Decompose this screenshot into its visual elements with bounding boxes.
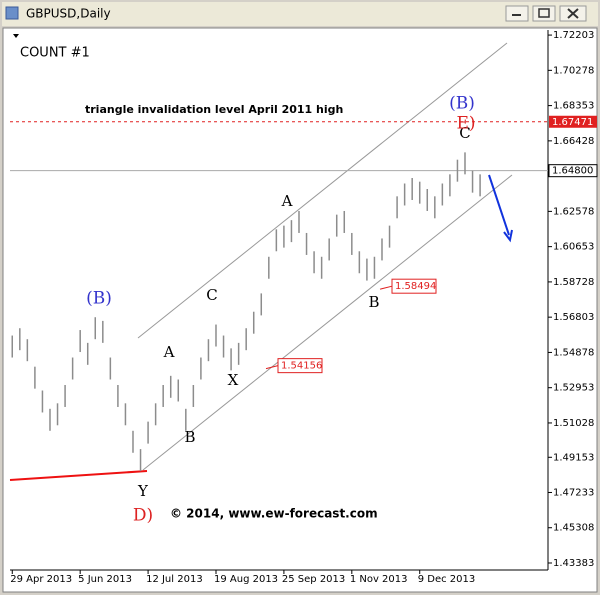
y-tick-label: 1.47233 <box>553 487 594 498</box>
x-tick-label: 1 Nov 2013 <box>350 574 408 585</box>
y-tick-label: 1.68353 <box>553 101 594 112</box>
annotation: triangle invalidation level April 2011 h… <box>85 103 343 116</box>
y-tick-label: 1.58728 <box>553 277 594 288</box>
wave-label: (B) <box>449 94 475 114</box>
wave-label: X <box>228 371 239 389</box>
price-box-leader <box>265 365 279 370</box>
y-tick-label: 1.62578 <box>553 206 594 217</box>
channel-upper <box>137 42 508 339</box>
y-tick-label: 1.51028 <box>553 418 594 429</box>
arrow-head <box>503 229 513 243</box>
y-tick-label: 1.54878 <box>553 347 594 358</box>
support-line <box>9 470 148 481</box>
title-bar <box>2 2 598 26</box>
y-tick-label: 1.60653 <box>553 242 594 253</box>
chart-title: COUNT #1 <box>20 46 90 61</box>
x-tick-label: 12 Jul 2013 <box>146 574 203 585</box>
forecast-arrow <box>488 174 510 236</box>
price-box-label: 1.54156 <box>281 361 322 372</box>
menu-triangle <box>13 34 19 38</box>
plot: 1.72203 1.70278 1.68353 1.66428 1.62578 1.606… <box>10 30 598 585</box>
wave-label: A <box>163 343 175 361</box>
y-tick-label: 1.52953 <box>553 383 594 394</box>
price-box-leader <box>379 285 393 290</box>
x-tick-label: 19 Aug 2013 <box>214 574 278 585</box>
y-tick-label: 1.45308 <box>553 523 594 534</box>
y-tick-label: 1.43383 <box>553 558 594 569</box>
price-box-label: 1.58494 <box>395 281 436 292</box>
y-tick-label: 1.49153 <box>553 452 594 463</box>
y-tick-label: 1.70278 <box>553 65 594 76</box>
x-tick-label: 9 Dec 2013 <box>418 574 476 585</box>
current-price-label: 1.64800 <box>552 166 593 177</box>
y-tick-label: 1.66428 <box>553 136 594 147</box>
maximize-glyph <box>538 8 550 18</box>
wave-label: D) <box>133 506 153 526</box>
invalidation-label: 1.67471 <box>552 117 593 128</box>
current-price-box <box>548 164 598 178</box>
credit: © 2014, www.ew-forecast.com <box>170 507 378 521</box>
wave-label: E) <box>456 114 475 134</box>
price-box <box>391 278 437 294</box>
y-tick-label: 1.72203 <box>553 30 594 41</box>
close-glyph <box>567 8 579 19</box>
wave-label: A <box>281 192 293 210</box>
x-tick-label: 25 Sep 2013 <box>282 574 345 585</box>
wave-label: B <box>368 293 379 311</box>
price-box <box>277 358 323 374</box>
wave-label: C <box>206 286 217 304</box>
x-tick-label: 29 Apr 2013 <box>10 574 72 585</box>
wave-label: C <box>459 124 470 142</box>
wave-label: (B) <box>86 289 112 309</box>
wave-label: Y <box>137 482 149 500</box>
window-title: GBPUSD,Daily <box>26 7 111 21</box>
wave-label: B <box>184 428 195 446</box>
channel-lower <box>142 174 513 471</box>
minimize-button[interactable] <box>505 5 529 22</box>
y-tick-label: 1.56803 <box>553 312 594 323</box>
x-tick-label: 5 Jun 2013 <box>78 574 132 585</box>
invalidation-label-box <box>549 115 597 128</box>
window-icon <box>5 6 19 20</box>
